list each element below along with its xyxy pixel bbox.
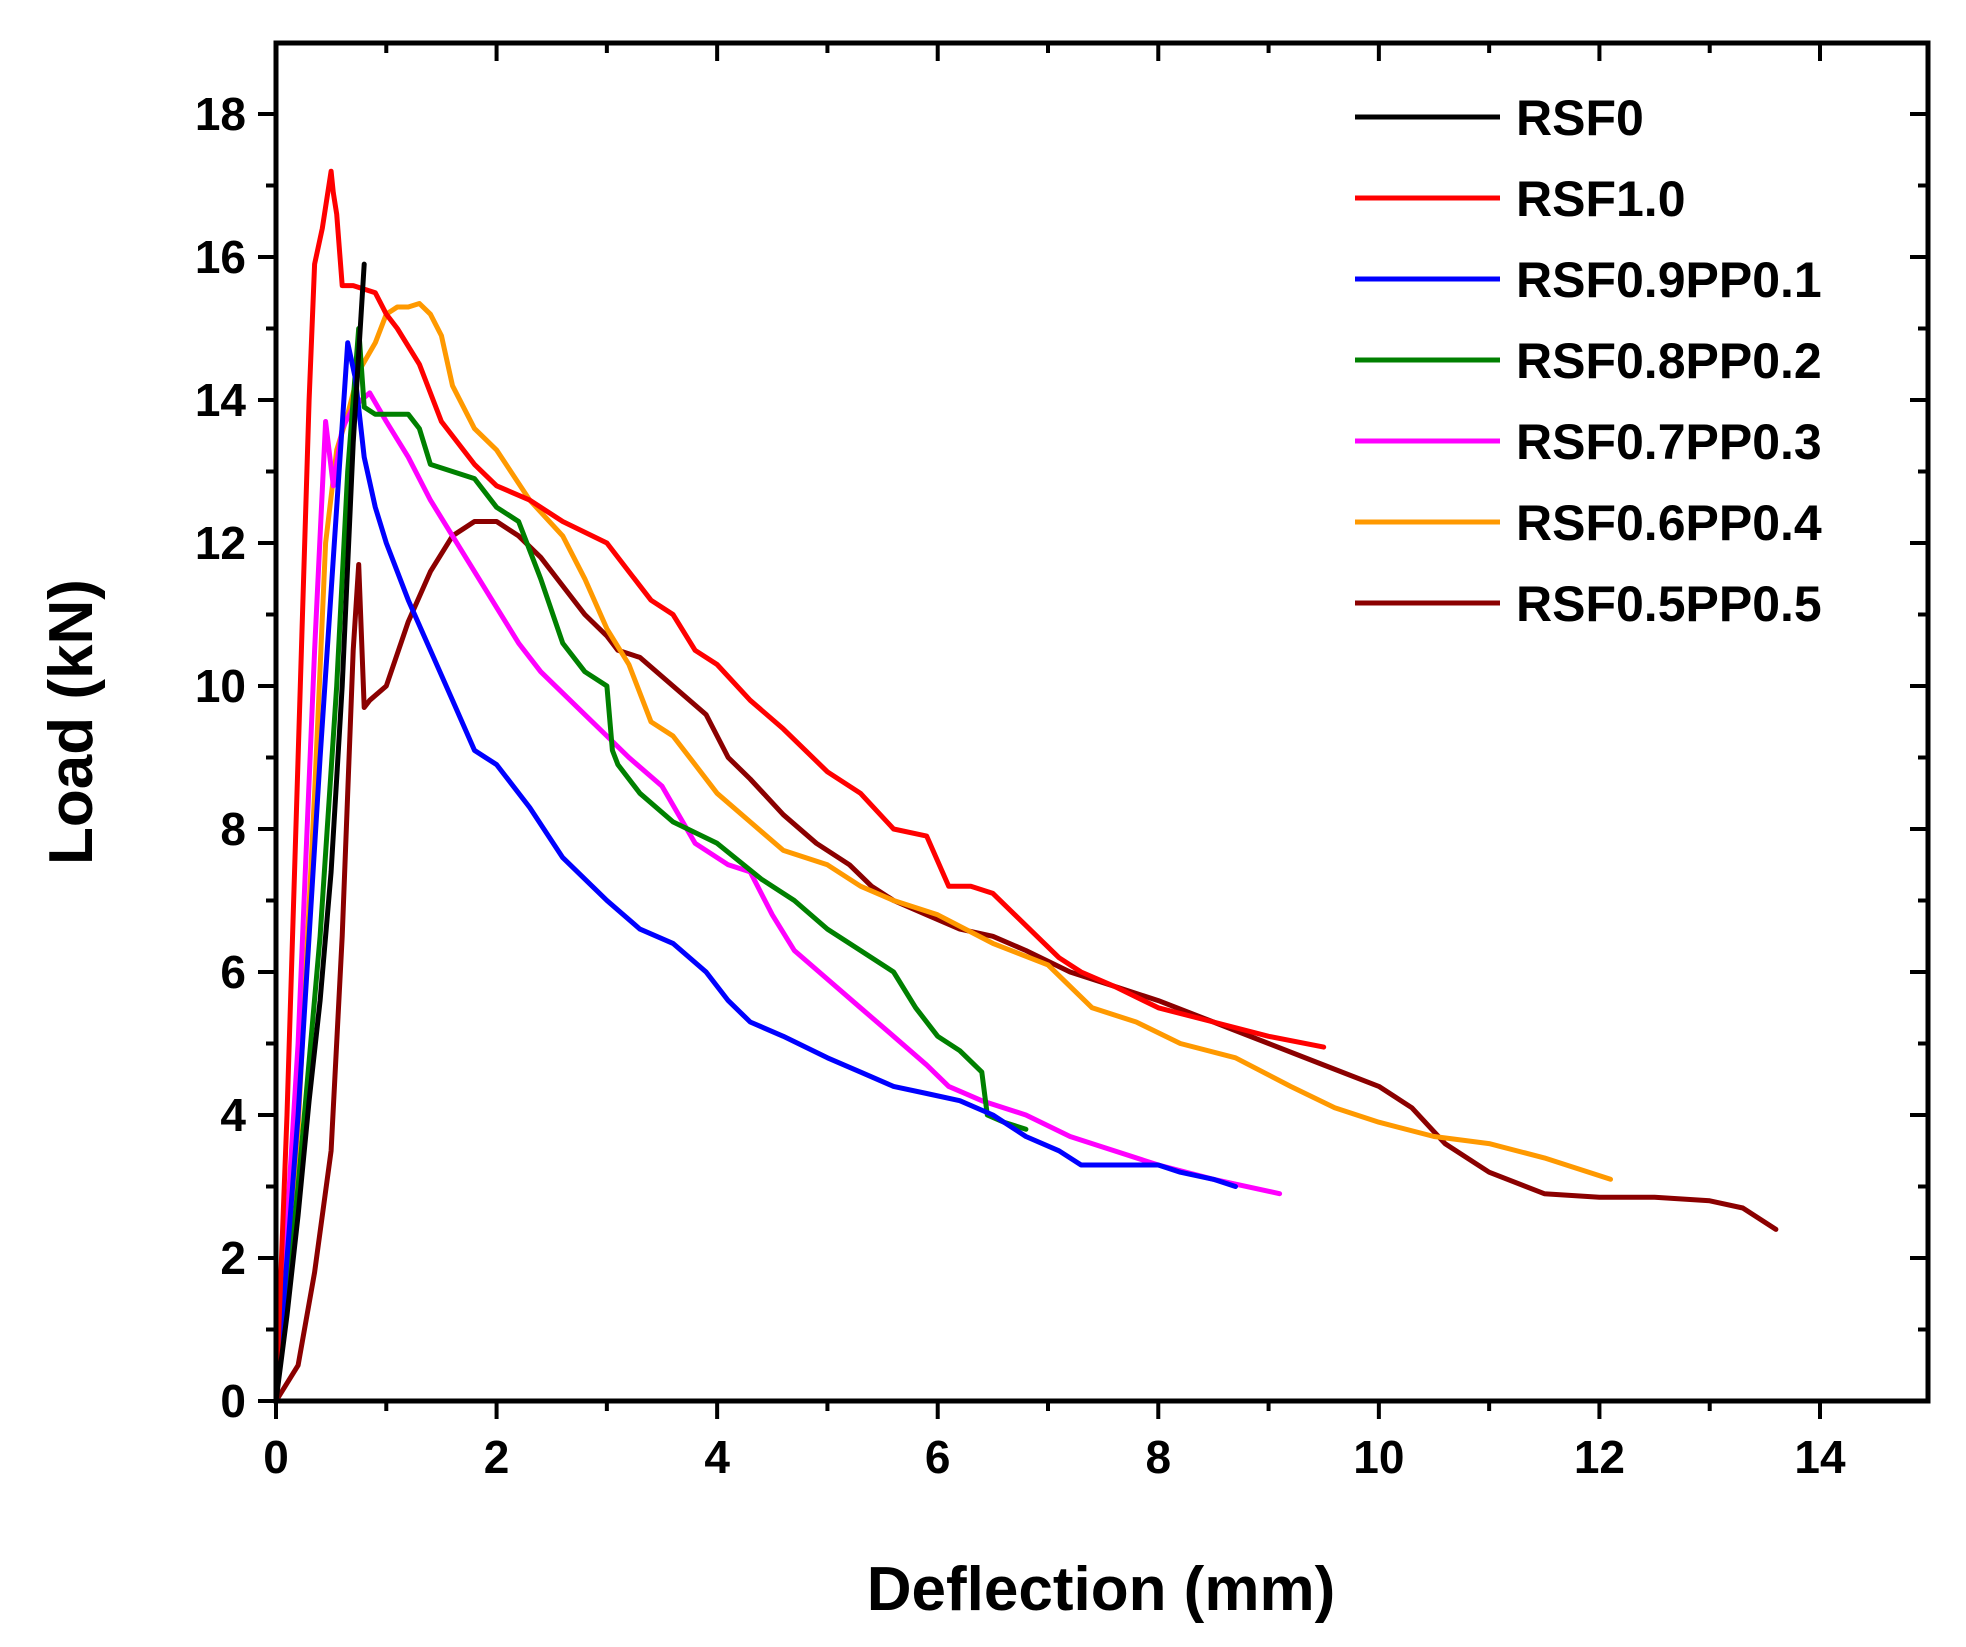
legend-label-rsf0-6pp0-4: RSF0.6PP0.4	[1516, 495, 1822, 551]
series-line-rsf0-5pp0-5	[273, 519, 1779, 1404]
y-tick-label: 6	[220, 946, 246, 998]
y-axis-title: Load (kN)	[37, 579, 106, 865]
legend-label-rsf0-7pp0-3: RSF0.7PP0.3	[1516, 414, 1822, 470]
legend-label-rsf0-5pp0-5: RSF0.5PP0.5	[1516, 576, 1822, 632]
x-tick-label: 14	[1794, 1431, 1846, 1483]
axis-ticks	[258, 43, 1928, 1419]
series-line-rsf0	[273, 261, 367, 1404]
legend-label-rsf0-8pp0-2: RSF0.8PP0.2	[1516, 333, 1822, 389]
legend-label-rsf0-9pp0-1: RSF0.9PP0.1	[1516, 252, 1822, 308]
x-tick-label: 10	[1353, 1431, 1404, 1483]
y-tick-label: 4	[220, 1089, 246, 1141]
series-line-rsf0-9pp0-1	[273, 340, 1238, 1404]
y-tick-label: 16	[195, 231, 246, 283]
y-tick-label: 2	[220, 1232, 246, 1284]
y-tick-label: 12	[195, 517, 246, 569]
series-line-rsf0-8pp0-2	[273, 326, 1029, 1404]
y-tick-label: 10	[195, 660, 246, 712]
tick-labels: 0 2 4 6 8 10 12 14 0 2 4 6 8 10 12 14 16 18	[195, 88, 1846, 1483]
legend-label-rsf1-0: RSF1.0	[1516, 171, 1686, 227]
x-axis-title: Deflection (mm)	[867, 1555, 1335, 1624]
x-tick-label: 2	[484, 1431, 510, 1483]
legend-label-rsf0: RSF0	[1516, 90, 1644, 146]
series-line-rsf0-7pp0-3	[273, 390, 1283, 1404]
legend: RSF0 RSF1.0 RSF0.9PP0.1 RSF0.8PP0.2 RSF0.7PP…	[1355, 90, 1822, 632]
plot-frame	[273, 40, 1931, 1404]
x-tick-label: 8	[1145, 1431, 1171, 1483]
y-tick-label: 14	[195, 374, 247, 426]
x-tick-label: 0	[263, 1431, 289, 1483]
x-tick-label: 12	[1574, 1431, 1625, 1483]
x-tick-label: 4	[704, 1431, 730, 1483]
y-tick-label: 18	[195, 88, 246, 140]
series-line-rsf1-0	[273, 168, 1327, 1404]
x-tick-label: 6	[925, 1431, 951, 1483]
y-tick-label: 0	[220, 1375, 246, 1427]
y-tick-label: 8	[220, 803, 246, 855]
series-line-rsf0-6pp0-4	[273, 301, 1613, 1404]
series-lines	[273, 168, 1779, 1404]
